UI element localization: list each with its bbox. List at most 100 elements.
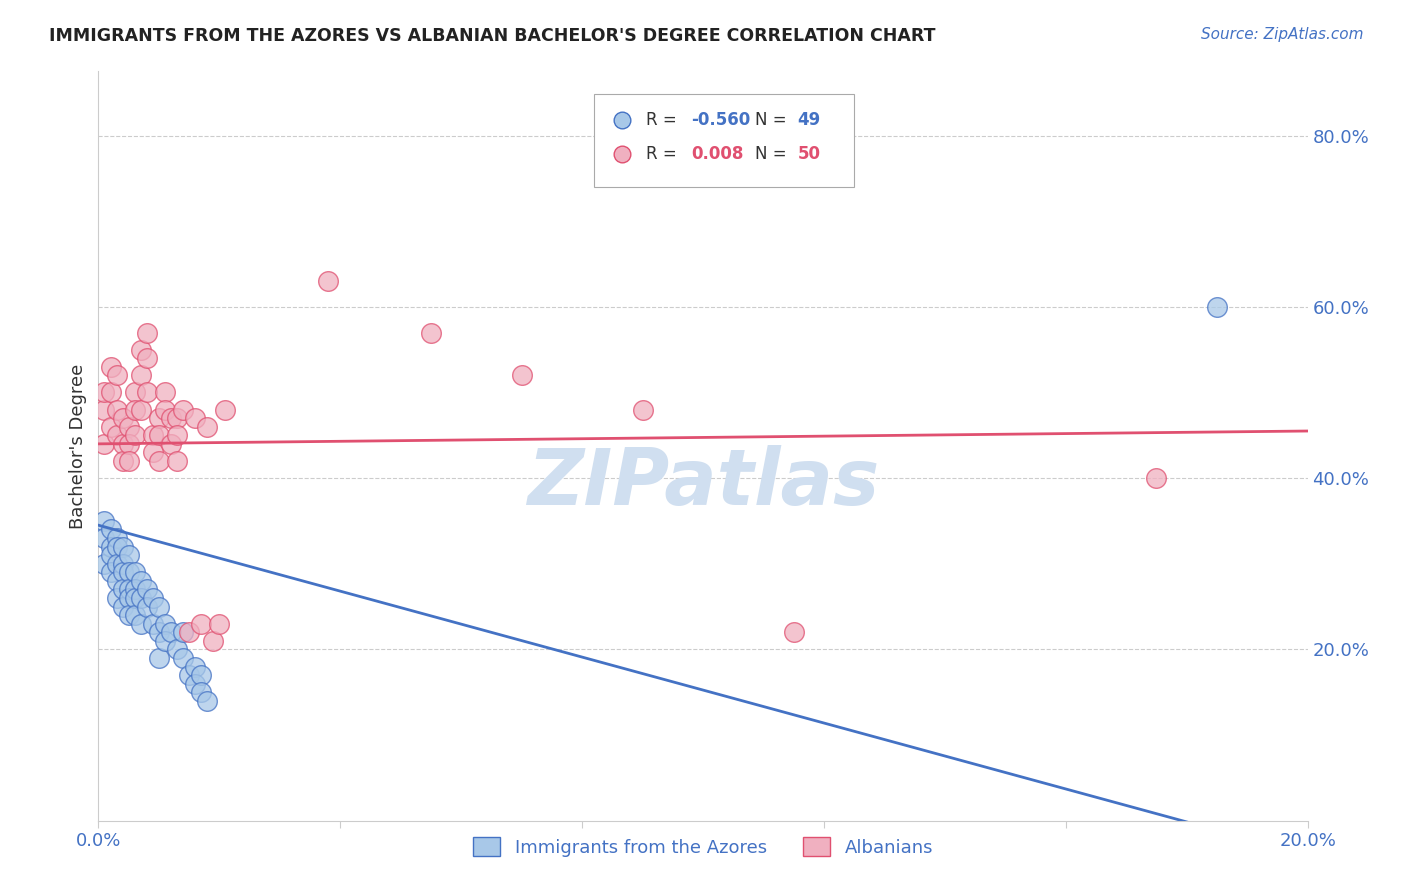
Point	[129, 591, 152, 605]
Point	[105, 428, 128, 442]
Point	[148, 411, 170, 425]
Point	[118, 454, 141, 468]
Point	[124, 385, 146, 400]
Point	[135, 599, 157, 614]
Point	[124, 582, 146, 597]
Point	[166, 454, 188, 468]
Text: N =: N =	[755, 112, 792, 129]
Point	[100, 566, 122, 580]
Point	[93, 557, 115, 571]
Text: ZIPatlas: ZIPatlas	[527, 445, 879, 522]
Point	[129, 343, 152, 357]
Point	[190, 668, 212, 682]
Point	[316, 274, 339, 288]
Point	[111, 599, 134, 614]
Point	[1206, 300, 1229, 314]
Point	[190, 616, 212, 631]
Text: Source: ZipAtlas.com: Source: ZipAtlas.com	[1201, 27, 1364, 42]
Legend: Immigrants from the Azores, Albanians: Immigrants from the Azores, Albanians	[472, 838, 934, 856]
Point	[153, 385, 176, 400]
Point	[118, 548, 141, 562]
Point	[129, 402, 152, 417]
Point	[93, 402, 115, 417]
Point	[142, 591, 165, 605]
Text: 0.008: 0.008	[690, 145, 744, 162]
Point	[118, 582, 141, 597]
FancyBboxPatch shape	[595, 94, 855, 187]
Point	[160, 625, 183, 640]
Point	[135, 351, 157, 366]
Point	[93, 437, 115, 451]
Point	[148, 625, 170, 640]
Point	[100, 548, 122, 562]
Point	[118, 566, 141, 580]
Point	[100, 419, 122, 434]
Point	[100, 523, 122, 537]
Point	[142, 445, 165, 459]
Point	[129, 616, 152, 631]
Point	[93, 531, 115, 545]
Point	[105, 402, 128, 417]
Point	[111, 454, 134, 468]
Point	[153, 402, 176, 417]
Point	[153, 616, 176, 631]
Point	[179, 668, 201, 682]
Point	[118, 419, 141, 434]
Point	[148, 454, 170, 468]
Point	[118, 437, 141, 451]
Point	[153, 633, 176, 648]
Point	[148, 651, 170, 665]
Point	[124, 608, 146, 623]
Point	[124, 428, 146, 442]
Point	[160, 437, 183, 451]
Point	[190, 685, 212, 699]
Point	[172, 651, 194, 665]
Point	[93, 514, 115, 528]
Point	[118, 608, 141, 623]
Point	[142, 616, 165, 631]
Point	[1144, 471, 1167, 485]
Point	[124, 566, 146, 580]
Point	[184, 659, 207, 673]
Point	[100, 385, 122, 400]
Point	[111, 566, 134, 580]
Point	[166, 411, 188, 425]
Text: R =: R =	[647, 112, 682, 129]
Point	[148, 428, 170, 442]
Point	[195, 694, 218, 708]
Point	[142, 428, 165, 442]
Point	[124, 591, 146, 605]
Text: -0.560: -0.560	[690, 112, 751, 129]
Point	[105, 531, 128, 545]
Text: R =: R =	[647, 145, 688, 162]
Point	[195, 419, 218, 434]
Point	[166, 428, 188, 442]
Point	[166, 642, 188, 657]
Point	[105, 540, 128, 554]
Point	[105, 591, 128, 605]
Text: IMMIGRANTS FROM THE AZORES VS ALBANIAN BACHELOR'S DEGREE CORRELATION CHART: IMMIGRANTS FROM THE AZORES VS ALBANIAN B…	[49, 27, 936, 45]
Point	[111, 582, 134, 597]
Point	[184, 676, 207, 690]
Text: N =: N =	[755, 145, 792, 162]
Point	[135, 582, 157, 597]
Point	[172, 402, 194, 417]
Point	[111, 540, 134, 554]
Point	[172, 625, 194, 640]
Point	[93, 385, 115, 400]
Point	[111, 411, 134, 425]
Point	[160, 411, 183, 425]
Point	[184, 411, 207, 425]
Point	[148, 599, 170, 614]
Text: 49: 49	[797, 112, 821, 129]
Point	[510, 368, 533, 383]
Y-axis label: Bachelor's Degree: Bachelor's Degree	[69, 363, 87, 529]
Point	[179, 625, 201, 640]
Point	[100, 540, 122, 554]
Point	[105, 368, 128, 383]
Point	[208, 616, 231, 631]
Point	[135, 326, 157, 340]
Point	[202, 633, 225, 648]
Point	[135, 385, 157, 400]
Point	[420, 326, 443, 340]
